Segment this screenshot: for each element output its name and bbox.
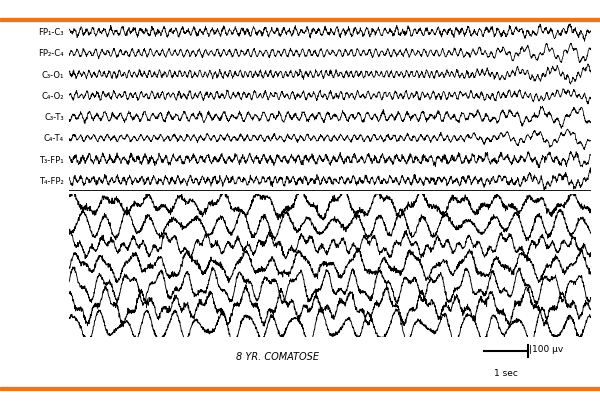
Text: Source: Semin Neurol © 2003 Thieme Medical Publishers: Source: Semin Neurol © 2003 Thieme Medic…	[347, 396, 588, 405]
Text: www.medscape.com: www.medscape.com	[204, 3, 325, 16]
Text: 8 YR. COMATOSE: 8 YR. COMATOSE	[236, 351, 319, 361]
Text: C₃-T₃: C₃-T₃	[44, 113, 64, 122]
Bar	[0, 387, 600, 390]
Bar	[0, 19, 600, 22]
Text: FP₁-C₃: FP₁-C₃	[38, 28, 64, 37]
Text: 1 sec: 1 sec	[494, 369, 518, 378]
Text: Medscape®: Medscape®	[11, 3, 89, 16]
Text: FP₂-C₄: FP₂-C₄	[38, 49, 64, 58]
Text: C₄-T₄: C₄-T₄	[44, 134, 64, 143]
Text: T₄-FP₂: T₄-FP₂	[39, 176, 64, 185]
Text: |100 μv: |100 μv	[529, 344, 563, 353]
Text: C₄-O₂: C₄-O₂	[41, 92, 64, 101]
Text: T₃-FP₁: T₃-FP₁	[39, 155, 64, 164]
Text: C₃-O₁: C₃-O₁	[41, 70, 64, 79]
